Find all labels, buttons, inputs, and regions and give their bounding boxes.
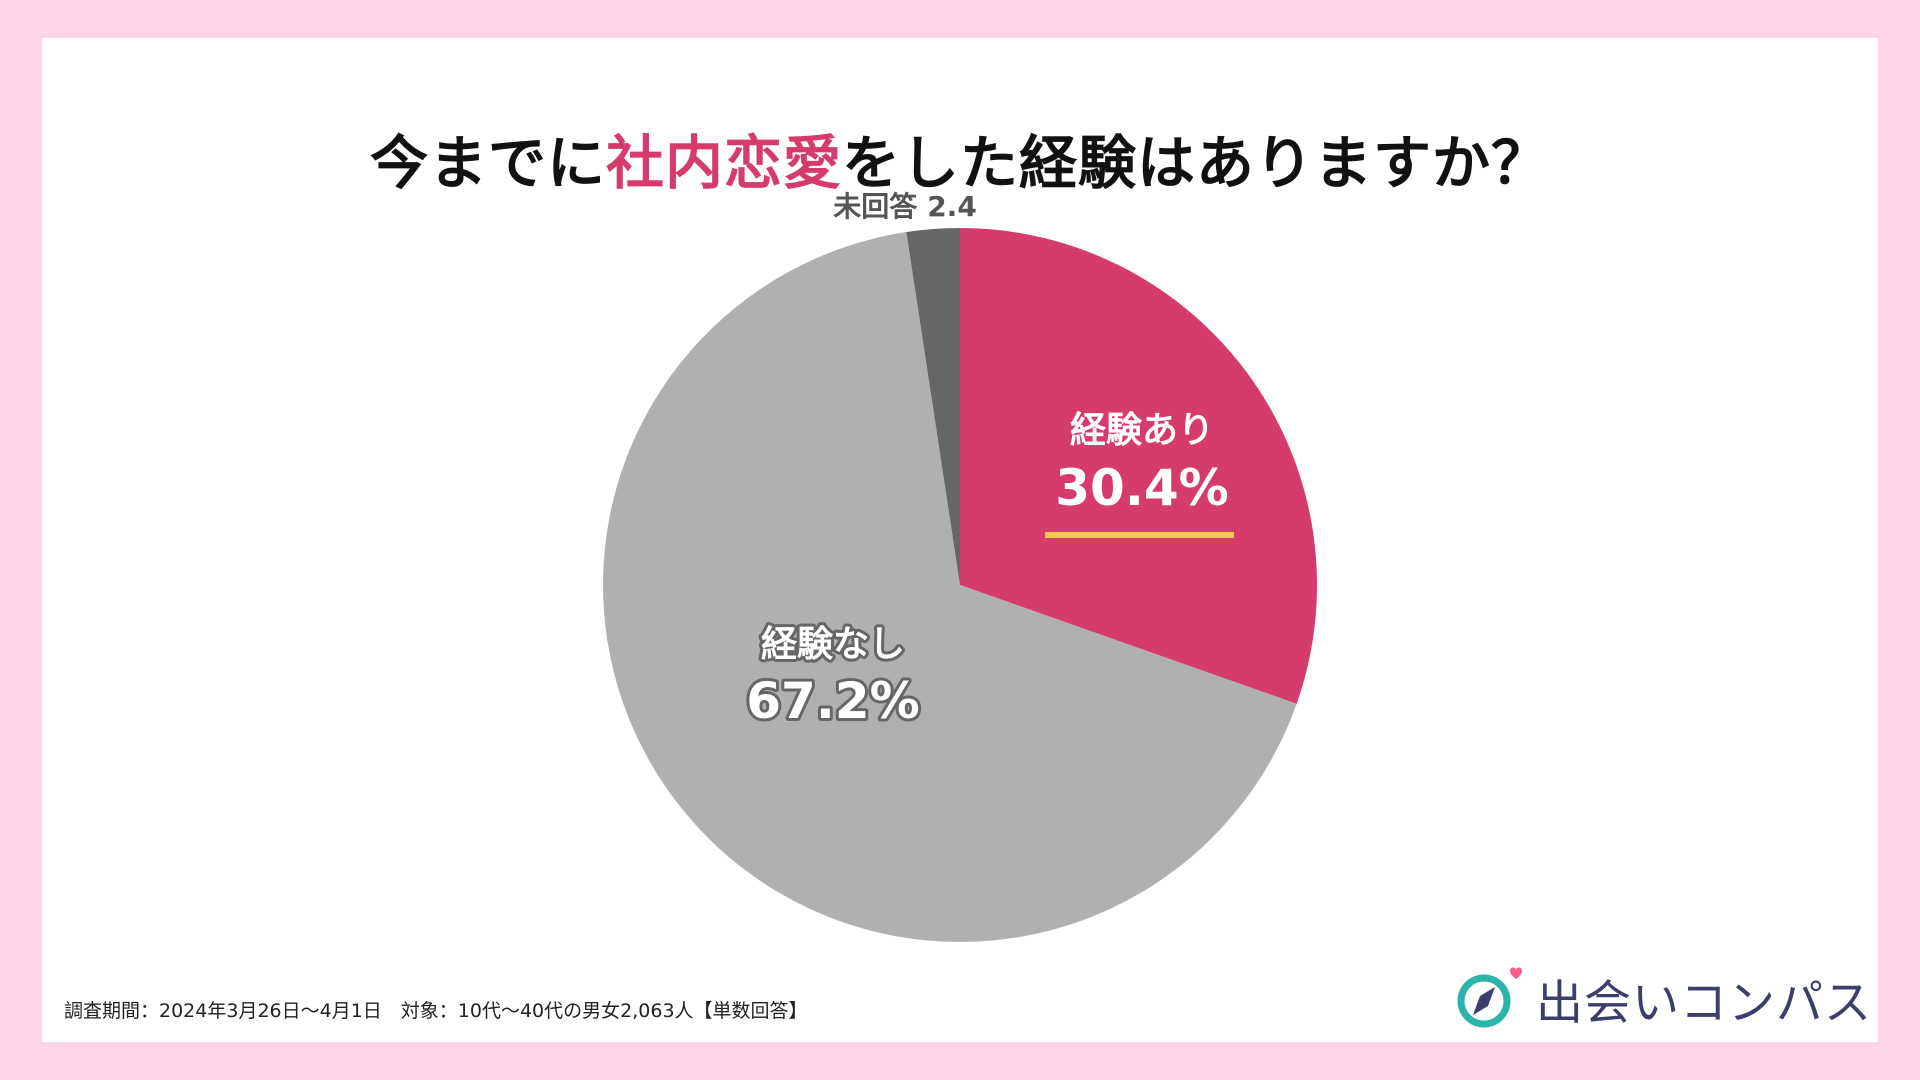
title-suffix: をした経験はありますか？ [842,129,1551,197]
slice-value-not-experienced: 67.2% [746,672,919,730]
pie-slice-2 [906,228,960,585]
slice-label-experienced: 経験あり [1070,410,1214,451]
slice-label-no-answer-text: 未回答 [833,190,918,223]
survey-footnote: 調査期間：2024年3月26日〜4月1日 対象：10代〜40代の男女2,063人… [64,1000,808,1022]
compass-heart-icon [1457,967,1522,1028]
slice-label-no-answer: 未回答 2.4 [833,190,977,223]
chart-card: 今までに社内恋愛をした経験はありますか？ 経験あり 30.4% 経験なし 67.2% 未… [42,38,1878,1042]
slice-label-not-experienced: 経験なし [761,624,905,665]
title-highlight: 社内恋愛 [605,129,842,197]
brand-logo: 出会いコンパス [1452,963,1872,1033]
slice-value-experienced: 30.4% [1055,459,1228,517]
pie-chart: 経験あり 30.4% 経験なし 67.2% 未回答 2.4 [603,190,1318,942]
chart-title: 今までに社内恋愛をした経験はありますか？ [42,116,1878,200]
pie-slice-0 [960,228,1318,704]
pie-slice-1 [603,232,1297,942]
brand-name: 出会いコンパス [1536,975,1872,1031]
title-prefix: 今までに [369,129,606,197]
slice-value-no-answer: 2.4 [927,190,977,223]
